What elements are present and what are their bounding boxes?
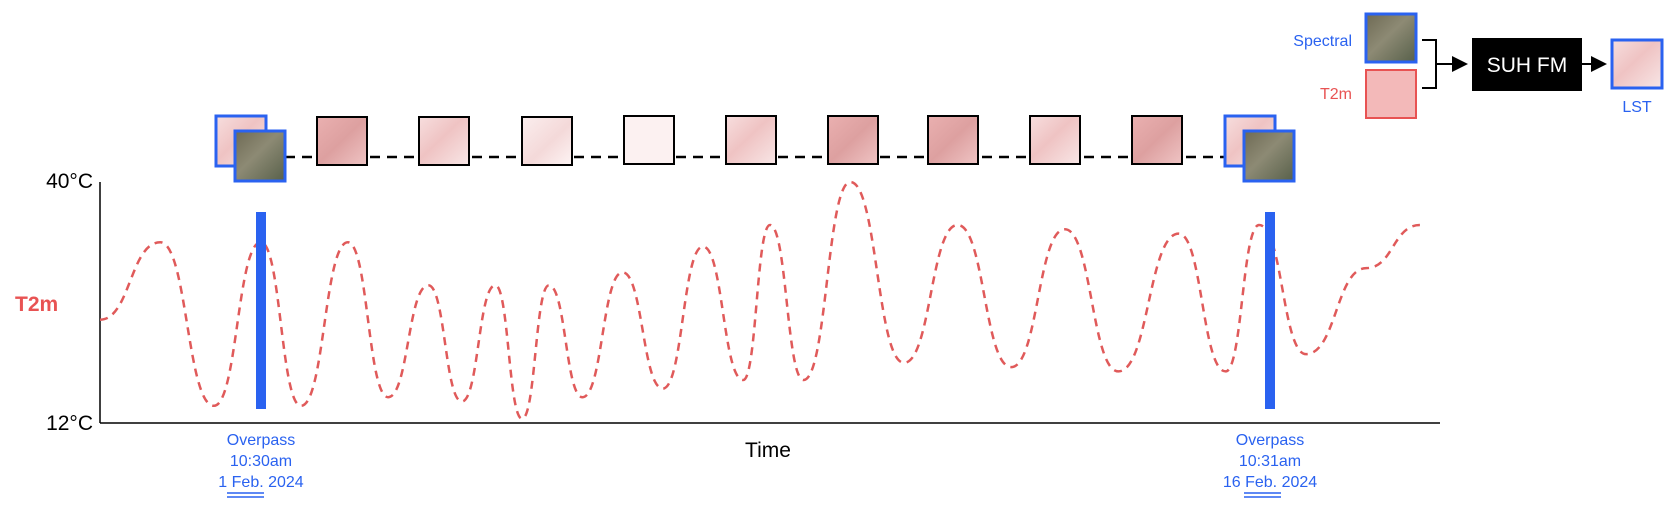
overpass-label: Overpass	[1236, 432, 1304, 449]
date-year: 2024	[1282, 474, 1318, 491]
date-month: Feb.	[1245, 474, 1277, 491]
overpass-time: 10:30am	[230, 453, 292, 470]
lst-output-label: LST	[1622, 99, 1652, 116]
t2m-map-thumbnail	[927, 115, 979, 165]
overpass-label: Overpass	[227, 432, 295, 449]
model-label: SUH FM	[1487, 54, 1568, 77]
spectral-input-thumbnail	[1364, 12, 1418, 64]
overpass-bar	[256, 212, 266, 409]
overpass-bar	[1265, 212, 1275, 409]
t2m-map-thumbnail	[725, 115, 777, 165]
date-month: Feb.	[232, 474, 264, 491]
chart-axes: 40°C 12°C T2m Time	[15, 170, 1440, 462]
t2m-map-thumbnail	[623, 115, 675, 165]
suh-fm-model-box	[1472, 38, 1582, 91]
date-day: 16	[1223, 474, 1241, 491]
legend-panel: Spectral T2m SUH FM LST	[1293, 12, 1664, 119]
t2m-input-thumbnail	[1365, 69, 1417, 119]
overpass-date: 1 Feb. 2024	[218, 474, 304, 491]
t2m-input-label: T2m	[1320, 86, 1352, 103]
date-day: 1	[218, 474, 227, 491]
end-spectral-thumbnail	[1242, 129, 1296, 183]
overpass-marker-1: Overpass 10:30am 1 Feb. 2024	[218, 212, 304, 498]
t2m-series-line	[99, 180, 1421, 420]
overpass-time: 10:31am	[1239, 453, 1301, 470]
overpass-date: 16 Feb. 2024	[1223, 474, 1317, 491]
image-sequence	[214, 114, 1296, 183]
overpass-marker-2: Overpass 10:31am 16 Feb. 2024	[1223, 212, 1317, 498]
spectral-label: Spectral	[1293, 33, 1352, 50]
t2m-map-thumbnail	[1029, 115, 1081, 165]
t2m-map-thumbnail	[1131, 115, 1183, 165]
x-axis-label: Time	[745, 439, 791, 462]
y-tick-label-top: 40°C	[46, 170, 93, 193]
lst-output-thumbnail	[1610, 38, 1664, 90]
y-axis-label: T2m	[15, 293, 58, 316]
t2m-map-thumbnail	[418, 116, 470, 166]
t2m-map-thumbnail	[316, 116, 368, 166]
y-tick-label-bottom: 12°C	[46, 412, 93, 435]
input-bracket	[1422, 39, 1437, 89]
start-spectral-thumbnail	[233, 129, 287, 183]
t2m-map-thumbnail	[521, 116, 573, 166]
date-year: 2024	[268, 474, 304, 491]
t2m-map-thumbnail	[827, 115, 879, 165]
